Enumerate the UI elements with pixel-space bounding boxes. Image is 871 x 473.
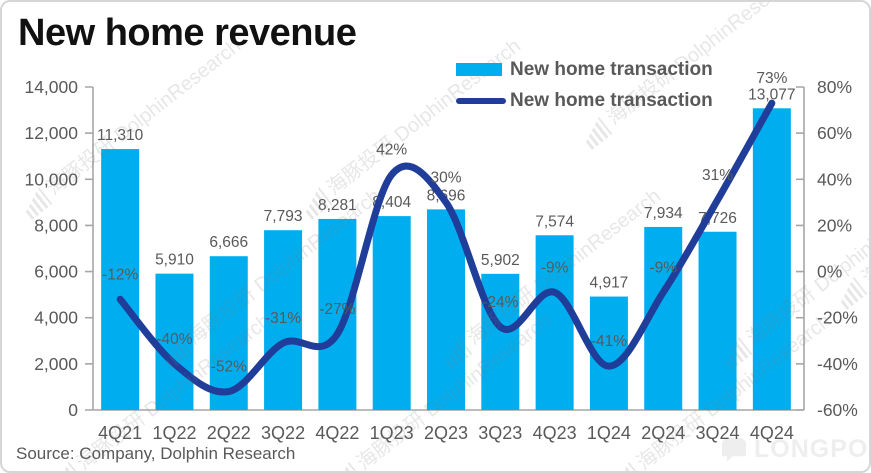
left-axis-tick-label: 2,000 — [34, 354, 78, 374]
line-point-label: -27% — [319, 301, 355, 318]
x-axis-label: 3Q23 — [478, 423, 522, 443]
x-axis-label: 2Q23 — [424, 423, 468, 443]
right-axis-tick-label: -20% — [817, 308, 858, 328]
bar — [155, 273, 194, 410]
line-point-label: 30% — [430, 169, 461, 186]
x-axis-label: 3Q22 — [261, 423, 305, 443]
right-axis-tick-label: 60% — [817, 123, 852, 143]
line-point-label: 31% — [702, 167, 733, 184]
line-point-label: -9% — [649, 259, 677, 276]
legend: New home transaction New home transactio… — [456, 54, 713, 116]
legend-item-line: New home transaction — [456, 85, 713, 116]
right-axis-tick-label: -40% — [817, 354, 858, 374]
longport-watermark: LONGPORT — [722, 435, 869, 464]
bar — [481, 273, 520, 410]
bar — [698, 231, 737, 410]
line-point-label: -41% — [591, 333, 627, 350]
bar — [318, 218, 357, 410]
longport-logo-text: LONGPORT — [754, 435, 869, 463]
bar — [752, 108, 791, 411]
x-axis-label: 4Q22 — [315, 423, 359, 443]
x-axis-label: 4Q23 — [533, 423, 577, 443]
line-point-label: -31% — [265, 310, 301, 327]
line-point-label: -9% — [541, 259, 569, 276]
x-axis-label: 1Q24 — [587, 423, 631, 443]
bar-value-label: 6,666 — [209, 234, 248, 251]
bar-value-label: 7,793 — [264, 208, 303, 225]
bar-value-label: 5,910 — [155, 252, 194, 269]
bar-value-label: 11,310 — [97, 127, 144, 144]
x-axis-label: 2Q24 — [641, 423, 685, 443]
bar — [101, 149, 140, 411]
line-point-label: -40% — [156, 331, 192, 348]
left-axis-tick-label: 10,000 — [24, 169, 78, 189]
right-axis-tick-label: 0% — [817, 262, 842, 282]
legend-item-bar: New home transaction — [456, 54, 713, 85]
right-axis-tick-label: -60% — [817, 400, 858, 420]
legend-label-bar: New home transaction — [510, 58, 713, 80]
left-axis-tick-label: 8,000 — [34, 215, 78, 235]
left-axis-tick-label: 6,000 — [34, 262, 78, 282]
bar — [535, 235, 574, 410]
line-point-label: -24% — [482, 294, 518, 311]
x-axis-label: 1Q23 — [370, 423, 414, 443]
right-axis-tick-label: 40% — [817, 169, 852, 189]
x-axis-label: 1Q22 — [152, 423, 196, 443]
x-axis-label: 2Q22 — [207, 423, 251, 443]
x-axis-label: 4Q21 — [98, 423, 142, 443]
bar — [427, 209, 465, 410]
legend-label-line: New home transaction — [510, 89, 713, 111]
x-axis-label: 3Q24 — [696, 423, 740, 443]
left-axis-tick-label: 14,000 — [24, 77, 78, 97]
right-axis-tick-label: 80% — [817, 77, 852, 97]
right-axis-tick-label: 20% — [817, 215, 852, 235]
bar-value-label: 13,077 — [748, 86, 795, 103]
line-point-label: 73% — [756, 70, 787, 87]
left-axis-tick-label: 0 — [68, 400, 78, 420]
chart-title: New home revenue — [18, 12, 357, 54]
source-note: Source: Company, Dolphin Research — [16, 444, 296, 463]
line-series-swatch — [456, 97, 506, 104]
bar-value-label: 7,934 — [644, 205, 683, 222]
line-point-label: -12% — [102, 266, 138, 283]
line-point-label: -52% — [211, 359, 247, 376]
bar-value-label: 4,917 — [590, 275, 629, 292]
bar-value-label: 5,902 — [481, 252, 520, 269]
bar — [372, 216, 411, 410]
growth-line — [116, 99, 776, 396]
x-axis-label: 4Q24 — [750, 423, 794, 443]
left-axis-tick-label: 4,000 — [34, 308, 78, 328]
bar-value-label: 7,574 — [535, 213, 574, 230]
left-axis-tick-label: 12,000 — [24, 123, 78, 143]
line-point-label: 42% — [376, 142, 407, 159]
bar-series-swatch — [456, 63, 502, 76]
bar-value-label: 8,281 — [318, 197, 357, 214]
bar — [264, 230, 303, 410]
